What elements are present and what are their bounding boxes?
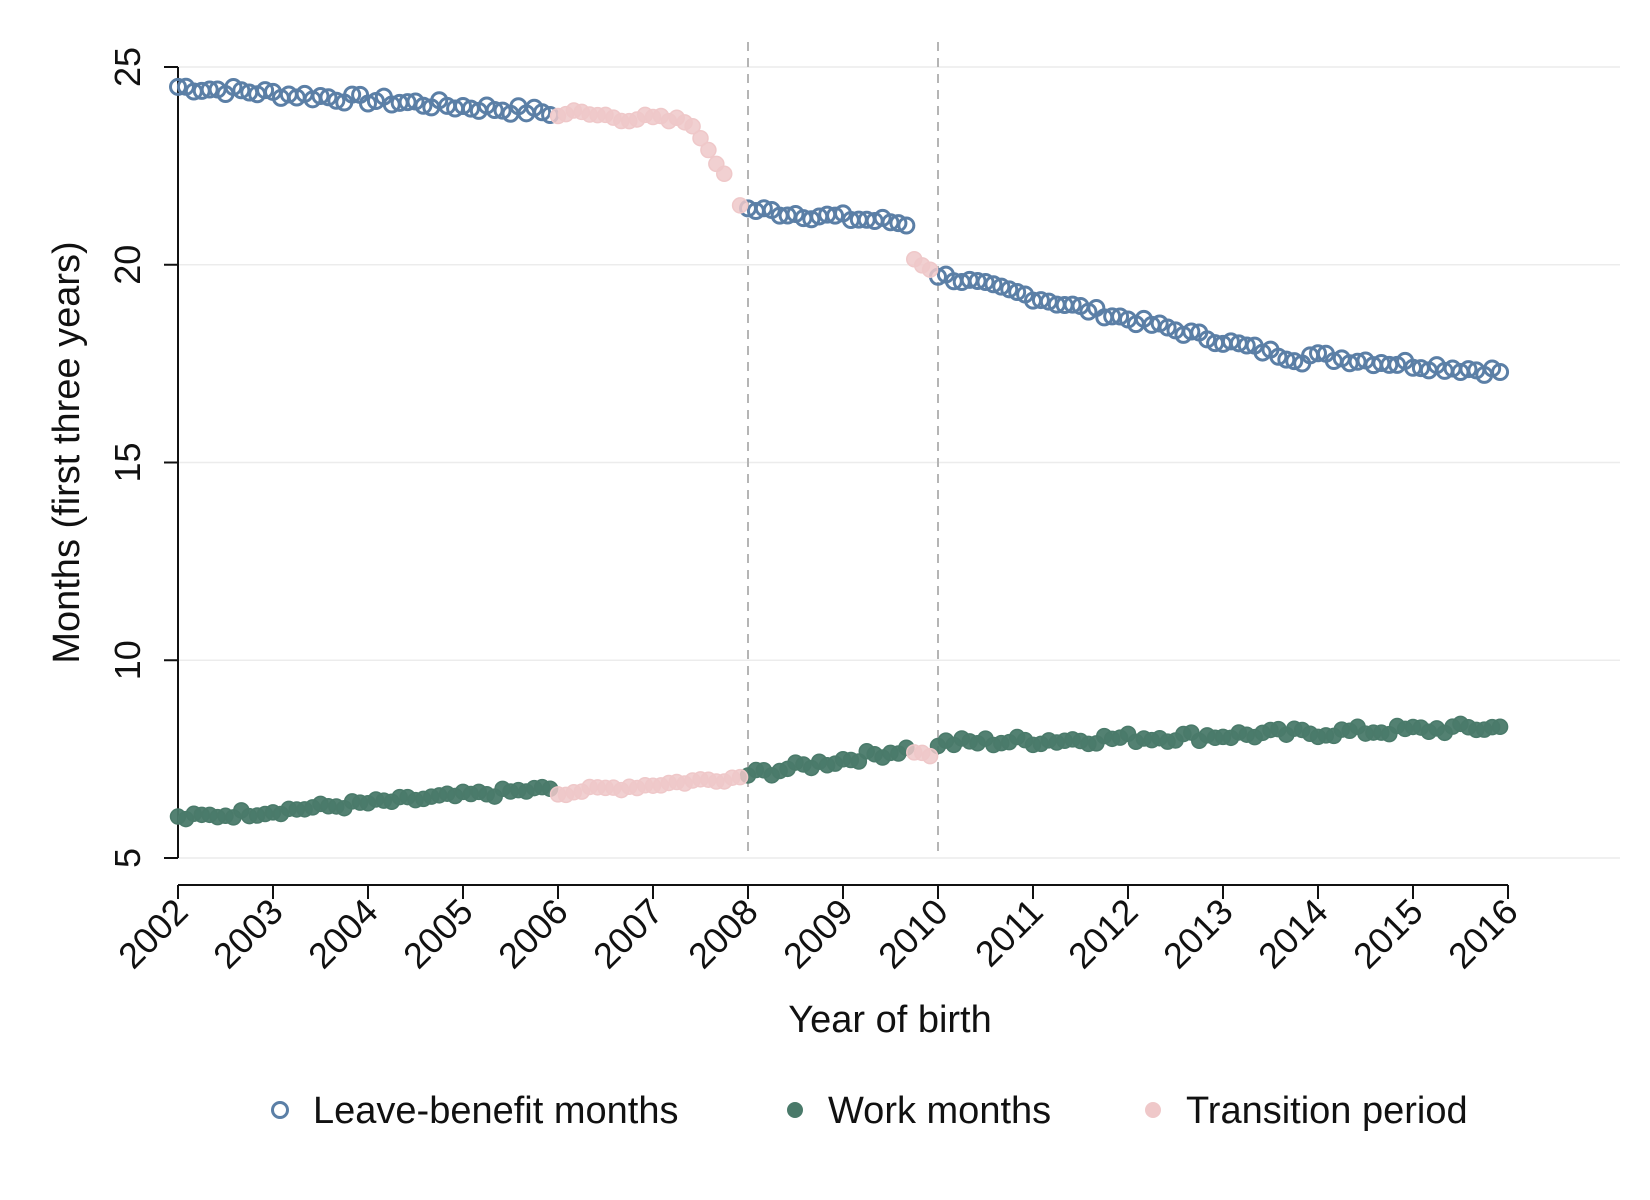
legend-marker: [271, 1101, 289, 1119]
x-tick-label: 2007: [585, 891, 671, 977]
data-point: [684, 118, 701, 135]
data-point: [1309, 344, 1328, 363]
data-point: [1008, 283, 1027, 302]
y-tick-label: 25: [107, 47, 148, 87]
y-tick-label: 5: [107, 848, 148, 868]
legend-item: Leave-benefit months: [271, 1090, 678, 1132]
data-point: [343, 85, 362, 104]
x-tick-label: 2013: [1155, 891, 1241, 977]
data-point: [921, 261, 939, 278]
x-tick-label: 2006: [490, 891, 576, 977]
data-point: [359, 94, 378, 113]
axes: 5 10 15 20 25 2002 2003 2004 2005 2006 2007 2008 200…: [107, 47, 1526, 976]
data-point: [731, 197, 749, 214]
data-point: [1221, 332, 1240, 351]
data-point: [889, 214, 908, 233]
legend-marker: [787, 1102, 803, 1118]
x-axis-title: Year of birth: [788, 999, 992, 1041]
x-tick-label: 2008: [680, 891, 766, 977]
x-tick-label: 2003: [205, 891, 291, 977]
data-point: [1237, 336, 1256, 355]
data-point: [232, 81, 251, 100]
data-point: [692, 129, 709, 147]
x-tick-label: 2014: [1250, 891, 1336, 977]
data-point: [327, 91, 346, 110]
y-axis-title: Months (first three years): [46, 241, 88, 663]
data-point: [169, 77, 187, 96]
data-point: [1253, 343, 1272, 362]
data-point: [1380, 355, 1399, 374]
data-point: [716, 165, 733, 183]
data-point: [485, 101, 504, 120]
data-point: [1031, 291, 1050, 310]
data-point: [1039, 292, 1058, 311]
data-point: [1111, 307, 1130, 326]
data-point: [533, 103, 552, 122]
y-tick-label: 15: [107, 442, 148, 482]
reference-lines: [747, 42, 939, 858]
x-tick-label: 2016: [1440, 891, 1526, 977]
x-tick-label: 2009: [775, 891, 861, 977]
x-tick-label: 2010: [870, 891, 956, 977]
data-point: [493, 101, 512, 120]
data-point: [754, 199, 773, 218]
data-point: [454, 97, 473, 116]
data-point: [414, 96, 433, 115]
data-point: [897, 216, 916, 235]
data-point: [1158, 318, 1177, 337]
data-point: [311, 87, 330, 106]
x-tick-label: 2011: [967, 891, 1051, 975]
data-point: [1182, 322, 1201, 341]
legend-label: Leave-benefit months: [313, 1090, 678, 1132]
data-point: [1063, 295, 1082, 314]
legend-label: Transition period: [1186, 1090, 1468, 1132]
data-point: [992, 277, 1011, 296]
data-point: [826, 206, 845, 225]
x-tick-label: 2012: [1060, 891, 1146, 977]
data-point: [731, 768, 749, 786]
data-point: [1285, 352, 1304, 371]
data-point: [802, 210, 821, 229]
legend-item: Work months: [787, 1090, 1051, 1132]
y-tick-label: 10: [107, 640, 148, 680]
data-point: [700, 141, 717, 159]
data-point: [1491, 362, 1510, 381]
x-tick-label: 2005: [395, 891, 481, 977]
data-point: [1491, 718, 1509, 736]
x-tick-label: 2004: [300, 891, 386, 977]
legend: Leave-benefit months Work months Transitio…: [271, 1090, 1468, 1132]
x-tick-label: 2002: [110, 891, 196, 977]
data-point: [984, 275, 1003, 294]
data-points: [169, 77, 1510, 828]
data-point: [1269, 347, 1288, 366]
x-tick-label: 2015: [1345, 891, 1431, 977]
data-point: [398, 93, 417, 112]
data-point: [921, 747, 939, 765]
data-point: [1277, 350, 1296, 369]
legend-item: Transition period: [1145, 1090, 1468, 1132]
legend-label: Work months: [828, 1090, 1051, 1132]
legend-marker: [1145, 1102, 1161, 1118]
data-point: [200, 80, 219, 99]
data-point: [1000, 280, 1019, 299]
data-point: [976, 273, 995, 292]
data-point: [1459, 360, 1478, 379]
data-point: [256, 81, 275, 100]
y-tick-label: 20: [107, 245, 148, 285]
gridlines: [172, 66, 1620, 859]
